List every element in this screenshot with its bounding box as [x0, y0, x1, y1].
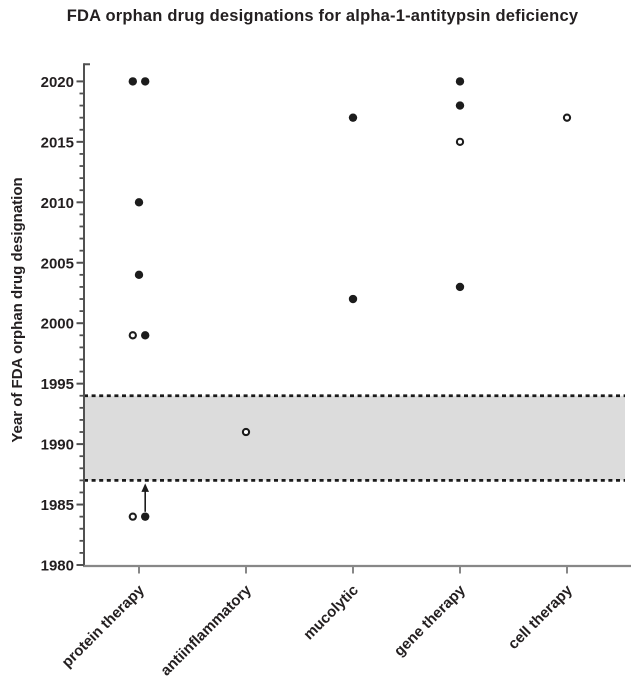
data-point-filled [455, 77, 465, 86]
highlight-band [84, 395, 625, 481]
y-axis-title: Year of FDA orphan drug designation [9, 177, 26, 442]
data-point-filled [455, 101, 465, 110]
x-axis-category-label: gene therapy [391, 581, 470, 660]
data-point-open [241, 427, 251, 437]
y-axis-tick-label: 1980 [41, 558, 74, 575]
data-point-filled [134, 198, 144, 207]
annotation-arrow-head [141, 483, 149, 492]
data-point-open [128, 512, 137, 521]
y-axis-tick-label: 2015 [41, 134, 74, 151]
y-axis-tick-label: 1990 [41, 437, 74, 454]
x-axis-category-label: protein therapy [59, 581, 149, 671]
y-axis-tick-label: 2005 [41, 255, 74, 272]
data-point-open [128, 331, 137, 340]
data-point-filled [141, 331, 150, 340]
data-point-filled [134, 270, 144, 280]
chart-title: FDA orphan drug designations for alpha-1… [66, 7, 579, 25]
data-point-open [562, 113, 572, 122]
y-axis-tick-label: 2010 [41, 195, 74, 212]
data-point-filled [348, 294, 358, 304]
data-point-filled [455, 282, 465, 292]
data-point-filled [348, 113, 358, 122]
y-axis-tick-label: 2000 [41, 316, 74, 333]
x-axis-category-label: mucolytic [300, 582, 362, 644]
data-point-filled [128, 77, 137, 86]
x-axis-category-label: antiinflammatory [157, 581, 255, 679]
data-point-filled [141, 512, 150, 521]
y-axis-tick-label: 1985 [41, 497, 74, 514]
data-point-filled [141, 77, 150, 86]
x-axis-category-label: cell therapy [505, 581, 576, 652]
data-point-open [455, 137, 465, 146]
y-axis-tick-label: 1995 [41, 376, 74, 393]
y-axis-tick-label: 2020 [41, 74, 74, 91]
